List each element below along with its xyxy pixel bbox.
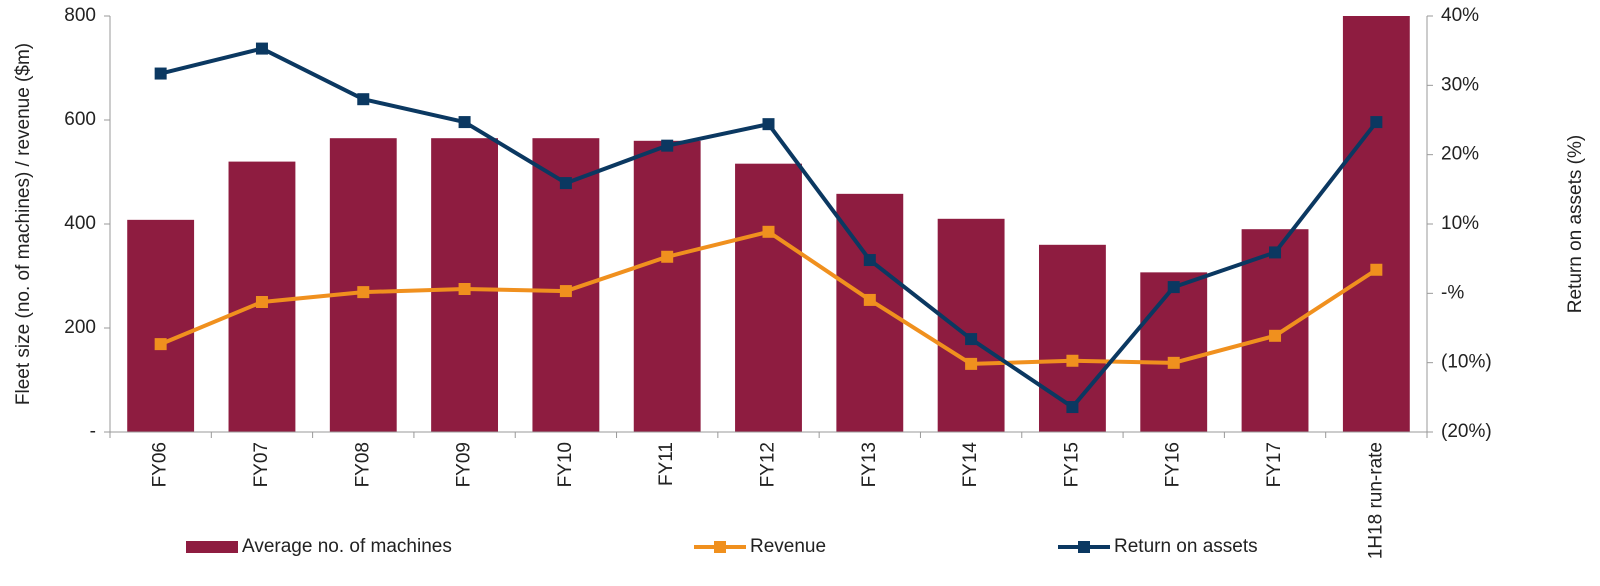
legend-label: Average no. of machines [242,536,452,557]
y-tick-label: 200 [64,317,96,338]
marker [154,67,167,80]
marker [1066,354,1079,367]
y2-axis-title: Return on assets (%) [1565,135,1586,313]
marker [1269,246,1282,259]
x-tick-label: FY10 [555,442,576,487]
x-tick-label: 1H18 run-rate [1365,442,1386,559]
x-tick-label: FY09 [454,442,475,487]
legend-marker [1078,541,1090,553]
bar [937,218,1005,432]
bar [127,219,195,432]
x-tick-label: FY12 [758,442,779,487]
y-tick-label: 600 [64,109,96,130]
marker [1370,263,1383,276]
legend-label: Revenue [750,536,826,557]
marker [762,118,775,131]
marker [255,42,268,55]
marker [458,116,471,129]
y2-tick-label: (20%) [1441,421,1492,442]
y-tick-label: 800 [64,5,96,26]
x-tick-label: FY16 [1163,442,1184,487]
x-tick-label: FY11 [656,442,677,486]
y2-tick-label: 40% [1441,5,1479,26]
y-tick-label: 400 [64,213,96,234]
marker [357,286,370,299]
bar [633,140,701,433]
marker [1269,329,1282,342]
x-tick-label: FY17 [1264,442,1285,487]
marker [863,293,876,306]
bar [1038,244,1106,432]
y2-tick-label: (10%) [1441,352,1492,373]
marker [863,254,876,267]
marker [458,283,471,295]
marker [1167,281,1180,294]
y-tick-label: - [90,421,96,442]
marker [1066,401,1079,414]
marker [661,139,674,152]
y2-tick-label: 20% [1441,144,1479,165]
marker [154,338,167,351]
marker [1167,356,1180,369]
y2-tick-label: 30% [1441,74,1479,95]
marker [965,333,978,346]
bar [1342,16,1410,432]
bar [329,138,397,432]
legend-swatch [186,541,238,553]
legend-label: Return on assets [1114,536,1258,557]
marker [255,296,268,308]
marker [357,93,370,106]
marker [965,357,978,370]
x-tick-label: FY07 [251,442,272,487]
x-tick-label: FY06 [150,442,171,487]
marker [762,225,775,238]
marker [1370,116,1383,129]
x-tick-label: FY13 [859,442,880,487]
bar [1140,272,1208,432]
y-axis-title: Fleet size (no. of machines) / revenue (… [13,43,34,405]
x-tick-label: FY08 [352,442,373,487]
x-tick-label: FY14 [960,442,981,488]
x-tick-label: FY15 [1061,442,1082,487]
marker [559,177,572,190]
bar [735,163,802,432]
marker [559,285,572,298]
y2-tick-label: 10% [1441,213,1479,234]
y2-tick-label: -% [1441,282,1464,303]
marker [661,250,674,263]
legend-marker [714,541,726,553]
